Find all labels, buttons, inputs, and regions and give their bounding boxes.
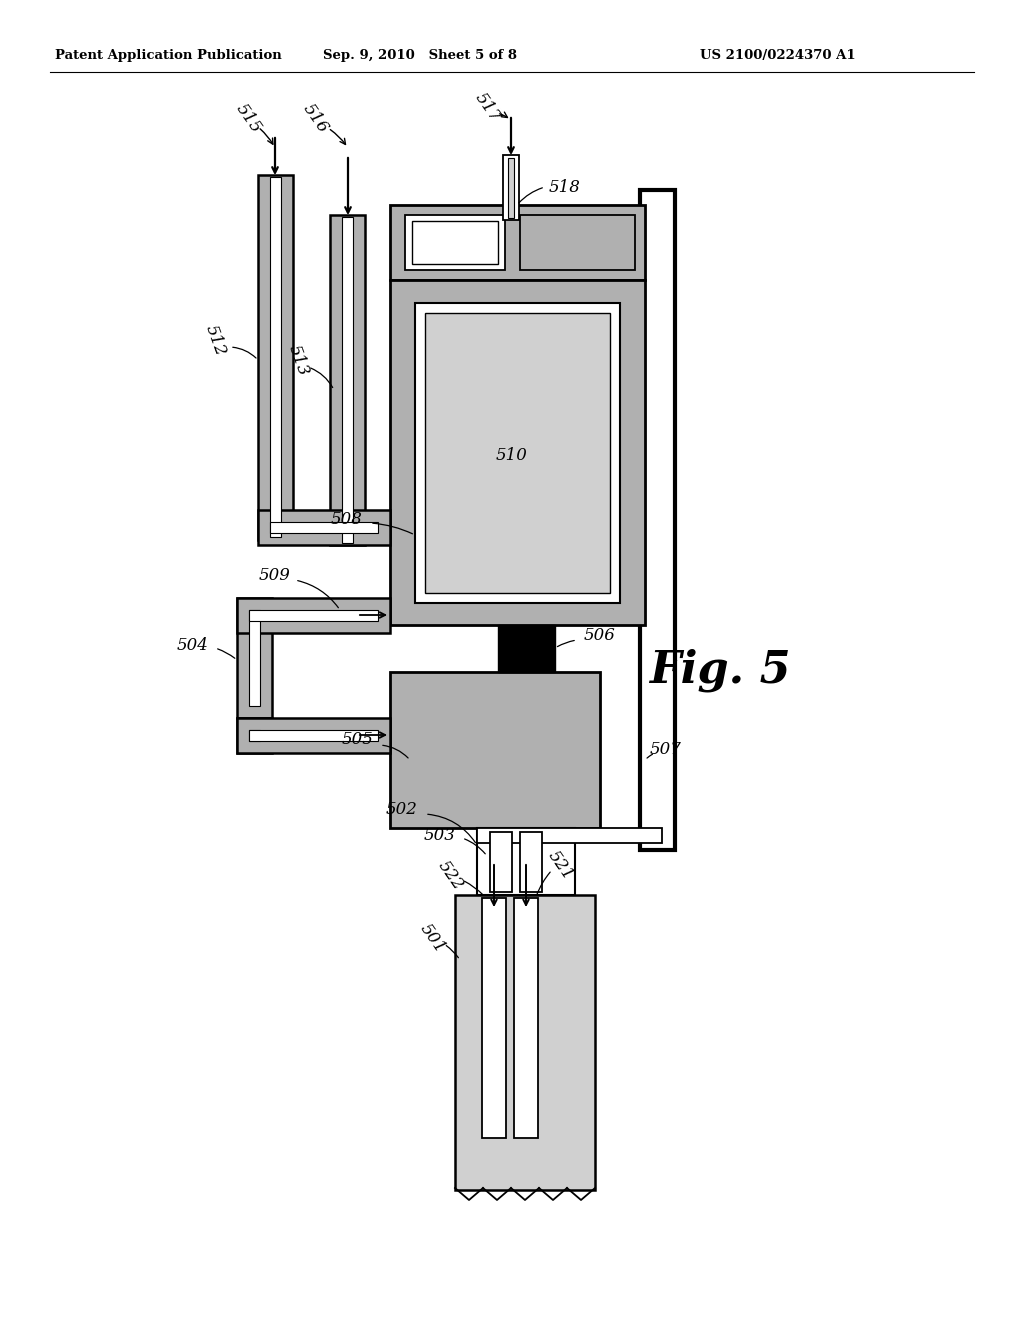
Bar: [640, 190, 675, 850]
Text: US 2100/0224370 A1: US 2100/0224370 A1: [700, 49, 856, 62]
Bar: [249, 610, 260, 706]
Bar: [237, 598, 390, 634]
Bar: [477, 828, 575, 895]
Bar: [249, 730, 260, 741]
Text: 501: 501: [416, 920, 449, 956]
Text: 508: 508: [331, 511, 362, 528]
Bar: [520, 832, 542, 892]
Text: 517: 517: [471, 88, 503, 125]
Bar: [390, 280, 645, 624]
Text: Sep. 9, 2010   Sheet 5 of 8: Sep. 9, 2010 Sheet 5 of 8: [323, 49, 517, 62]
Bar: [498, 624, 555, 672]
Text: 516: 516: [299, 100, 331, 136]
Bar: [520, 215, 635, 271]
Bar: [270, 521, 378, 533]
Bar: [477, 828, 662, 843]
Bar: [342, 216, 353, 543]
Text: 515: 515: [231, 100, 264, 136]
Text: Patent Application Publication: Patent Application Publication: [55, 49, 282, 62]
Bar: [249, 730, 378, 741]
Bar: [237, 598, 272, 718]
Bar: [455, 895, 595, 1191]
Text: 505: 505: [342, 731, 374, 748]
Bar: [249, 610, 378, 620]
Text: 512: 512: [202, 322, 228, 358]
Text: 502: 502: [386, 801, 418, 818]
Bar: [270, 177, 281, 537]
Bar: [412, 220, 498, 264]
Bar: [415, 304, 620, 603]
Text: 507: 507: [650, 742, 682, 759]
Text: Fig. 5: Fig. 5: [649, 648, 791, 692]
Bar: [406, 215, 505, 271]
Bar: [390, 205, 645, 280]
Bar: [482, 898, 506, 1138]
Text: 518: 518: [549, 178, 581, 195]
Bar: [237, 718, 272, 752]
Bar: [330, 215, 365, 545]
Text: 522: 522: [434, 857, 466, 892]
Text: 510: 510: [496, 446, 528, 463]
Text: 506: 506: [584, 627, 616, 644]
Bar: [490, 832, 512, 892]
Bar: [514, 898, 538, 1138]
Bar: [390, 672, 600, 828]
Bar: [503, 154, 519, 220]
Text: 521: 521: [544, 847, 577, 883]
Bar: [258, 176, 293, 540]
Bar: [258, 510, 390, 545]
Text: 503: 503: [424, 826, 456, 843]
Text: 513: 513: [285, 342, 311, 378]
Bar: [237, 718, 390, 752]
Bar: [508, 158, 514, 218]
Text: 509: 509: [259, 568, 291, 585]
Bar: [425, 313, 610, 593]
Text: 504: 504: [177, 636, 209, 653]
